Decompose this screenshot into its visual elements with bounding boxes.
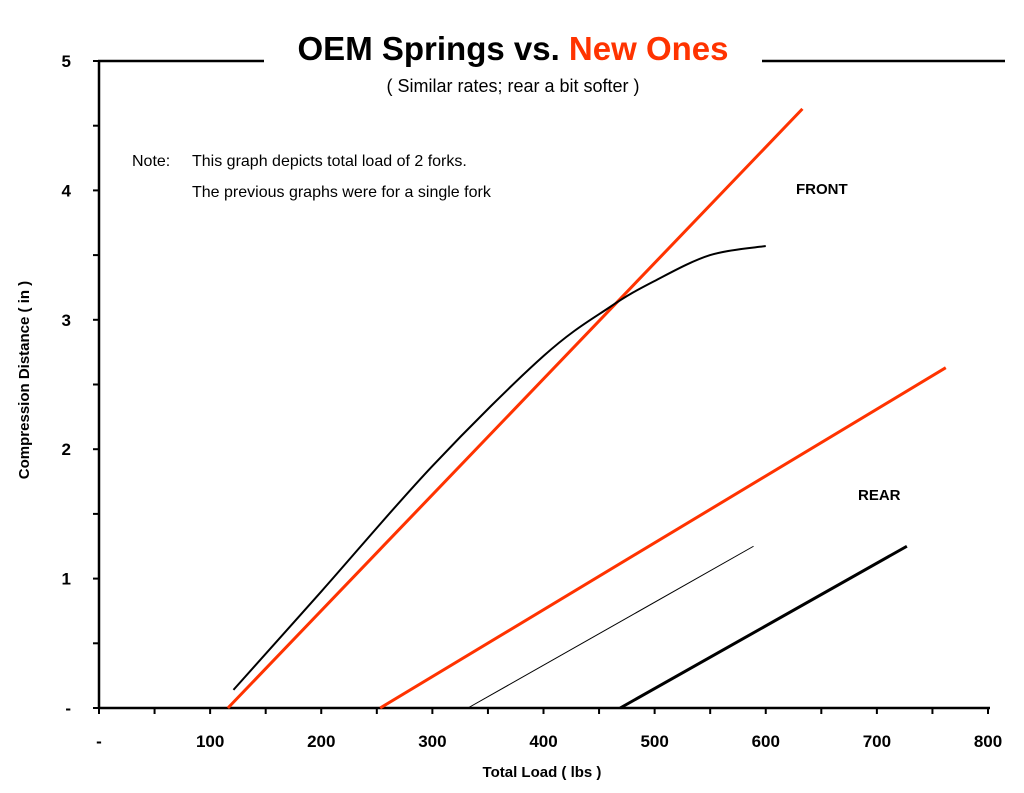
series-line-rear-oem-thin bbox=[467, 545, 754, 709]
y-tick-label: - bbox=[65, 699, 71, 718]
note-line-2: The previous graphs were for a single fo… bbox=[192, 184, 492, 201]
front-annotation: FRONT bbox=[796, 181, 848, 198]
y-tick-label: 2 bbox=[62, 440, 71, 459]
x-tick-label: 700 bbox=[863, 732, 891, 751]
x-tick-label: 600 bbox=[752, 732, 780, 751]
chart-title: OEM Springs vs. New Ones bbox=[298, 30, 729, 67]
series-line-front-new bbox=[226, 107, 804, 710]
title-main: OEM Springs vs. bbox=[298, 30, 560, 67]
x-tick-label: - bbox=[96, 732, 102, 751]
series-line-front-oem bbox=[232, 245, 766, 691]
x-tick-label: 500 bbox=[640, 732, 668, 751]
series-line-rear-new bbox=[379, 366, 947, 710]
x-tick-label: 400 bbox=[529, 732, 557, 751]
y-tick-label: 4 bbox=[62, 181, 72, 200]
x-tick-label: 300 bbox=[418, 732, 446, 751]
x-tick-label: 800 bbox=[974, 732, 1002, 751]
rear-annotation: REAR bbox=[858, 487, 901, 504]
note-line-1: This graph depicts total load of 2 forks… bbox=[192, 153, 467, 170]
title-highlight: New Ones bbox=[569, 30, 729, 67]
y-axis-label: Compression Distance ( in ) bbox=[16, 281, 33, 479]
y-tick-label: 1 bbox=[62, 570, 71, 589]
note-label: Note: bbox=[132, 153, 170, 170]
chart-subtitle: ( Similar rates; rear a bit softer ) bbox=[386, 76, 639, 96]
x-tick-label: 200 bbox=[307, 732, 335, 751]
series-line-rear-oem-thick bbox=[619, 544, 908, 710]
y-tick-label: 5 bbox=[62, 52, 71, 71]
x-tick-label: 100 bbox=[196, 732, 224, 751]
x-axis-label: Total Load ( lbs ) bbox=[483, 764, 602, 781]
y-tick-label: 3 bbox=[62, 311, 71, 330]
